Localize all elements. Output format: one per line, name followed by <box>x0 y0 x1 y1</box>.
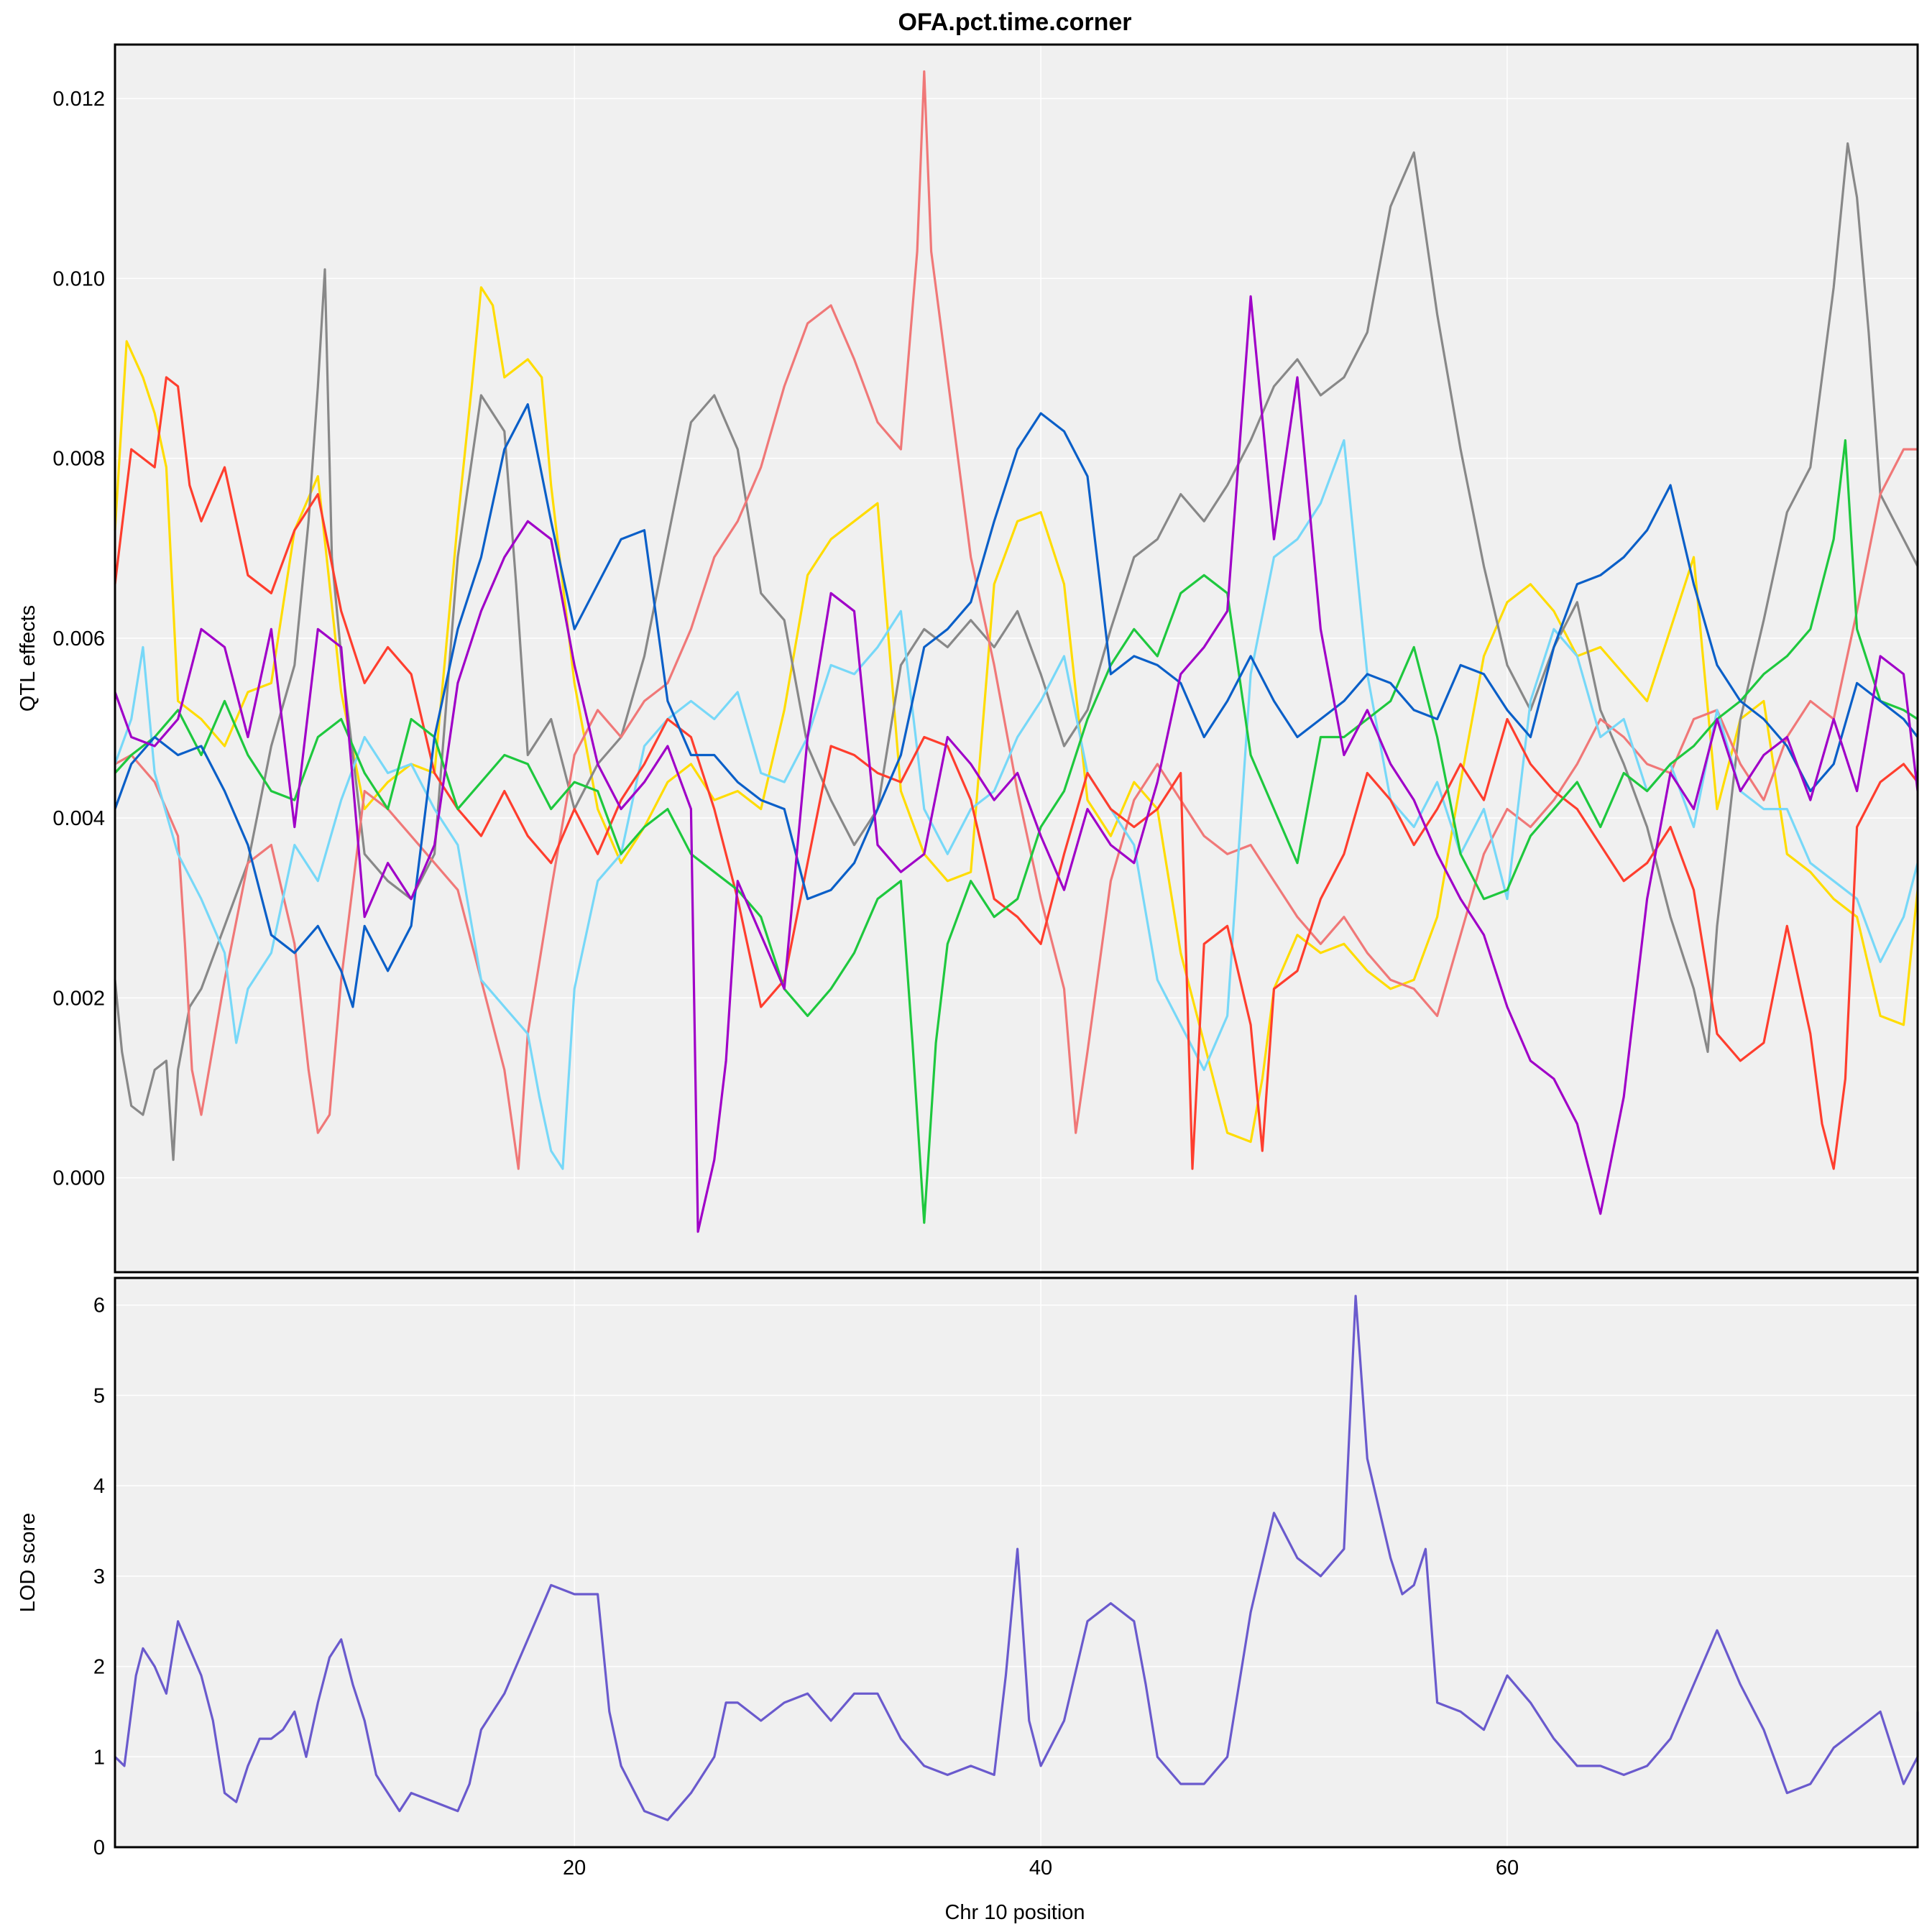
x-axis-tick-labels: 20 40 60 <box>563 1857 1519 1880</box>
lod-y-tick-label: 3 <box>93 1565 105 1588</box>
x-tick-label: 20 <box>563 1857 586 1880</box>
lod-y-tick-label: 6 <box>93 1294 105 1317</box>
lod-y-tick-label: 5 <box>93 1384 105 1407</box>
lod-y-axis-label: LOD score <box>17 1513 40 1613</box>
effects-series-line-4 <box>114 376 1919 1170</box>
x-tick-label: 60 <box>1496 1857 1519 1880</box>
lod-y-tick-labels: 0 1 2 3 4 5 6 <box>93 1294 105 1859</box>
effects-y-tick-label: 0.004 <box>52 807 105 830</box>
effects-series-line-5 <box>114 439 1918 1224</box>
effects-series-lines <box>114 70 1919 1233</box>
effects-series-line-0 <box>114 286 1919 1144</box>
effects-panel: 0.000 0.002 0.004 0.006 0.008 0.010 0.012 QTL … <box>17 43 1919 1274</box>
lod-y-tick-label: 4 <box>93 1475 105 1498</box>
effects-y-axis-label: QTL effects <box>17 605 40 712</box>
chart-title: OFA.pct.time.corner <box>898 9 1132 36</box>
x-tick-label: 40 <box>1029 1857 1052 1880</box>
effects-y-tick-label: 0.000 <box>52 1167 105 1190</box>
effects-series-line-1 <box>114 142 1919 1162</box>
lod-series-line-0 <box>114 1294 1919 1821</box>
lod-y-tick-label: 2 <box>93 1656 105 1679</box>
effects-gridlines <box>115 45 1918 1272</box>
effects-y-tick-label: 0.002 <box>52 987 105 1010</box>
effects-series-line-2 <box>114 70 1918 1170</box>
effects-y-tick-label: 0.010 <box>52 267 105 290</box>
effects-y-tick-label: 0.008 <box>52 448 105 471</box>
effects-y-tick-label: 0.006 <box>52 627 105 650</box>
effects-series-line-3 <box>114 439 1919 1170</box>
lod-panel: 0 1 2 3 4 5 6 LOD score <box>17 1276 1919 1859</box>
lod-panel-border <box>114 1276 1919 1849</box>
effects-series-line-7 <box>114 295 1919 1233</box>
effects-y-tick-label: 0.012 <box>52 88 105 111</box>
lod-y-tick-label: 1 <box>93 1746 105 1769</box>
effects-series-line-6 <box>114 402 1919 1008</box>
effects-y-tick-labels: 0.000 0.002 0.004 0.006 0.008 0.010 0.012 <box>52 88 105 1190</box>
effects-panel-background <box>115 45 1918 1272</box>
lod-y-tick-label: 0 <box>93 1836 105 1859</box>
x-axis-label: Chr 10 position <box>944 1901 1085 1924</box>
lod-series-lines <box>114 1294 1919 1821</box>
effects-panel-border <box>114 43 1919 1274</box>
